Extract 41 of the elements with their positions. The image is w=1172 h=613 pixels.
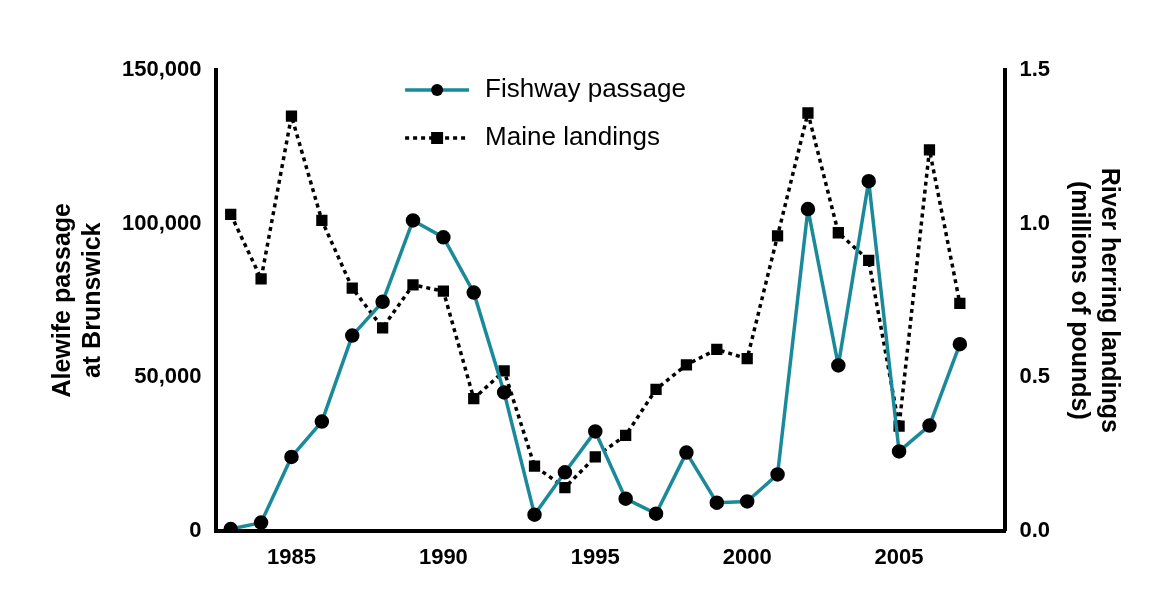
point — [285, 110, 298, 122]
point — [589, 451, 601, 463]
point — [832, 227, 844, 239]
point — [316, 214, 328, 227]
point — [923, 144, 936, 156]
y2-axis-title: River herring landings (millions of pounds) — [1067, 167, 1126, 433]
point — [954, 297, 966, 310]
point — [346, 282, 358, 294]
point — [650, 383, 662, 395]
y-tick-label: 150,000 — [121, 56, 202, 82]
point — [498, 365, 510, 377]
point — [437, 285, 450, 297]
point — [559, 481, 571, 494]
y-axis-title: Alewife passage at Brunswick — [46, 202, 105, 398]
point — [771, 230, 784, 242]
point — [863, 254, 875, 267]
legend-label: Maine landings — [485, 121, 660, 152]
point — [620, 429, 632, 442]
point — [468, 392, 480, 405]
x-tick-label: 1990 — [418, 543, 468, 569]
y-tick-label: 50,000 — [134, 363, 202, 389]
y2-tick-label: 0.5 — [1019, 363, 1051, 389]
legend-label: Fishway passage — [485, 73, 686, 104]
y2-tick-label: 1.5 — [1019, 56, 1051, 82]
x-tick-label: 2005 — [874, 543, 924, 569]
point — [376, 322, 389, 334]
point — [711, 343, 723, 356]
x-tick-label: 2000 — [722, 543, 772, 569]
point — [255, 273, 267, 285]
y-tick-label: 0 — [189, 516, 202, 542]
y2-tick-label: 1.0 — [1019, 209, 1051, 235]
y-tick-label: 100,000 — [121, 209, 202, 235]
point — [528, 460, 541, 472]
point — [680, 359, 693, 371]
y2-tick-label: 0.0 — [1019, 516, 1051, 542]
point — [741, 353, 753, 365]
x-tick-label: 1985 — [267, 543, 316, 569]
x-tick-label: 1995 — [570, 543, 620, 569]
point — [225, 208, 237, 220]
point — [407, 279, 419, 291]
point — [802, 107, 814, 119]
